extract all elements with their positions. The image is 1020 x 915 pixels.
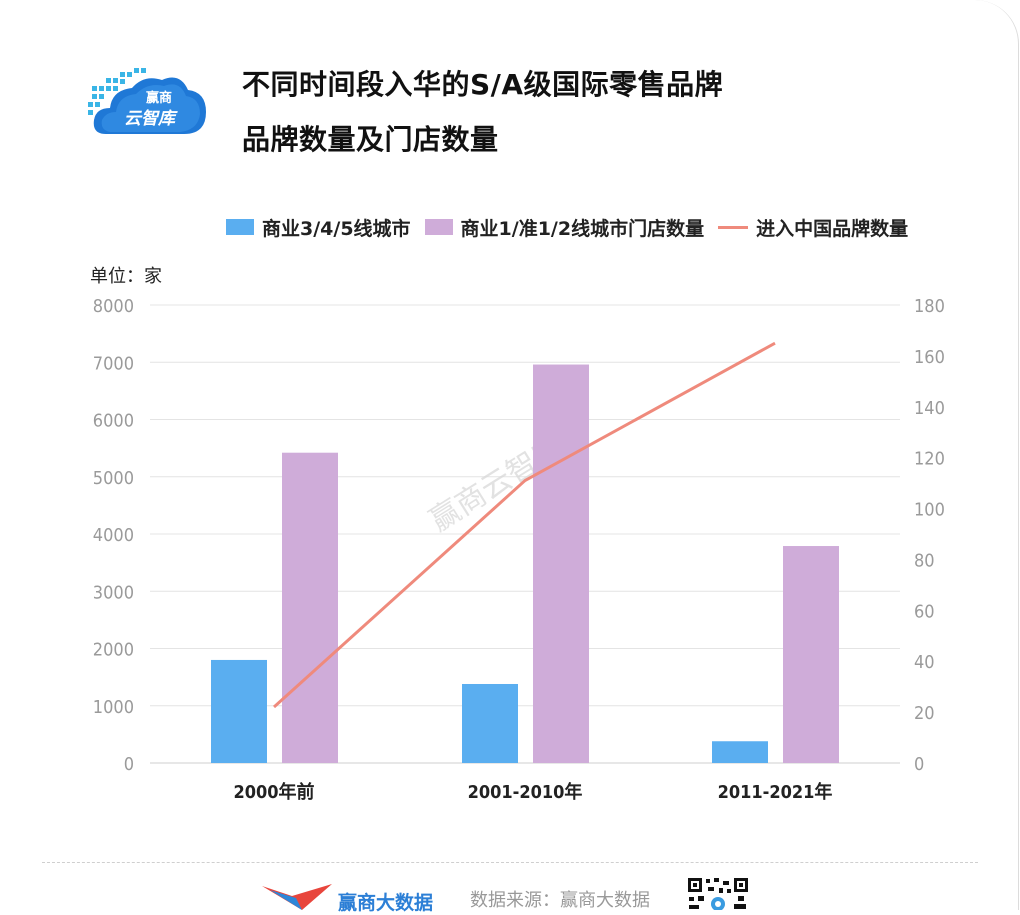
right-axis-tick-label: 60 [914, 601, 935, 622]
right-axis-tick-label: 40 [914, 652, 935, 673]
right-axis-tick-label: 20 [914, 703, 935, 724]
bar-series-1 [712, 741, 768, 763]
svg-text:云智库: 云智库 [124, 109, 178, 129]
left-axis-tick-label: 3000 [93, 582, 134, 603]
legend-item-series-1: 商业3/4/5线城市 [226, 214, 411, 241]
legend-line-swatch-series-3 [718, 225, 749, 229]
bar-series-2 [282, 452, 338, 763]
legend-label-series-3: 进入中国品牌数量 [756, 217, 909, 240]
yingshang-cloud-logo-icon: 赢商 云智库 [88, 68, 206, 134]
left-axis-tick-label: 6000 [93, 411, 134, 432]
legend-item-series-3: 进入中国品牌数量 [718, 214, 908, 241]
legend-label-series-2: 商业1/准1/2线城市门店数量 [460, 217, 705, 240]
left-axis-tick-label: 7000 [93, 353, 134, 374]
legend-swatch-series-1 [226, 219, 254, 235]
bar-series-1 [211, 659, 267, 763]
x-axis-tick-label: 2001-2010年 [468, 781, 583, 803]
data-source-note: 数据来源：赢商大数据 [470, 890, 650, 911]
left-axis-tick-label: 8000 [93, 296, 134, 317]
right-axis-tick-label: 180 [914, 296, 945, 317]
x-axis-tick-label: 2000年前 [233, 781, 314, 803]
right-axis-tick-label: 140 [914, 398, 945, 419]
right-axis-tick-label: 160 [914, 347, 945, 368]
chart-legend: 商业3/4/5线城市 商业1/准1/2线城市门店数量 进入中国品牌数量 [226, 214, 922, 240]
bar-series-1 [462, 683, 518, 763]
right-axis-tick-label: 0 [914, 754, 924, 775]
bar-series-2 [533, 364, 589, 763]
legend-item-series-2: 商业1/准1/2线城市门店数量 [424, 214, 705, 241]
x-axis-tick-label: 2011-2021年 [718, 781, 833, 803]
right-axis-tick-label: 120 [914, 449, 945, 470]
chart-title-line-2: 品牌数量及门店数量 [242, 123, 499, 156]
legend-label-series-1: 商业3/4/5线城市 [262, 217, 411, 240]
legend-swatch-series-2 [424, 219, 453, 235]
left-axis-tick-label: 0 [124, 754, 134, 775]
chart-title-line-1: 不同时间段入华的S/A级国际零售品牌 [242, 68, 724, 101]
right-axis-tick-label: 100 [914, 500, 945, 521]
unit-label: 单位：家 [90, 266, 162, 287]
left-axis-tick-label: 2000 [93, 640, 134, 661]
yingshang-bigdata-logo-icon [262, 884, 332, 910]
footer-brand: 赢商大数据 [338, 892, 434, 914]
line-series-3 [272, 341, 776, 709]
footer-divider [42, 862, 978, 863]
right-axis-tick-label: 80 [914, 550, 935, 571]
bar-series-2 [783, 546, 839, 763]
qr-code-icon [686, 876, 750, 910]
left-axis-tick-label: 4000 [93, 525, 134, 546]
chart-plot-area: 0 1000 2000 3000 4000 5000 6000 7000 8000 0 20 40 6… [93, 296, 945, 803]
left-axis-tick-label: 5000 [93, 468, 134, 489]
svg-text:赢商: 赢商 [146, 90, 172, 106]
left-axis-tick-label: 1000 [93, 697, 134, 718]
